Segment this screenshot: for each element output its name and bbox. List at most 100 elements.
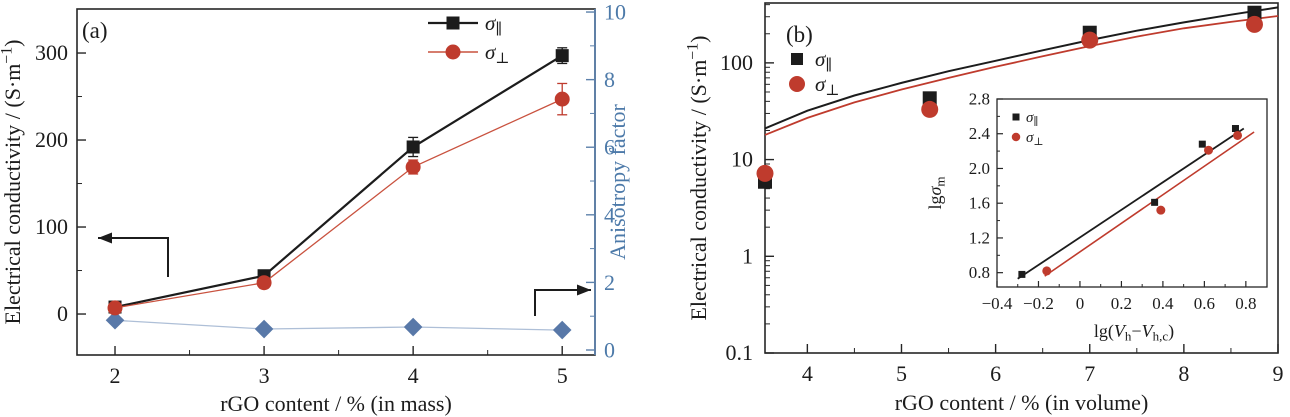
marker-diamond — [552, 320, 572, 340]
legend-item-sigma-parallel: σ∥ — [791, 47, 832, 74]
marker-circle — [1156, 205, 1166, 215]
y-tick-label: 2.8 — [969, 90, 990, 109]
y-right-tick-label: 6 — [604, 135, 615, 160]
x-tick-label: 7 — [1084, 361, 1095, 386]
legend-label: σ∥ — [815, 47, 832, 74]
marker-square — [1018, 270, 1026, 278]
x-tick-label: 5 — [896, 361, 907, 386]
y-tick-label: 0.8 — [969, 263, 990, 282]
legend-label: σ∥ — [485, 11, 502, 38]
legend-label: σ⊥ — [485, 40, 510, 67]
marker-square — [555, 49, 569, 63]
y-tick-label: 2.0 — [969, 159, 990, 178]
legend-marker — [445, 44, 461, 60]
left-axis-arrow — [98, 237, 169, 277]
x-tick-label: 2 — [110, 363, 121, 388]
y-right-tick-label: 8 — [604, 67, 615, 92]
marker-square — [406, 140, 420, 154]
right-axis-arrow-head — [577, 284, 591, 296]
legend-label: σ⊥ — [815, 72, 840, 99]
marker-circle — [256, 275, 272, 291]
x-tick-label: 0 — [1076, 294, 1085, 313]
y-left-tick-label: 0 — [57, 301, 68, 326]
marker-circle — [1204, 145, 1214, 155]
marker-circle — [1081, 31, 1099, 49]
y-tick-label: 1.6 — [969, 194, 990, 213]
marker-circle — [554, 91, 570, 107]
y-axis-label: Electrical conductivity / (S·m−1) — [685, 35, 711, 320]
series-sigma-perpendicular — [756, 15, 1263, 182]
legend-marker — [789, 76, 805, 92]
y-right-tick-label: 2 — [604, 270, 615, 295]
y-right-tick-label: 10 — [604, 0, 626, 25]
x-tick-label: 6 — [990, 361, 1001, 386]
x-tick-label: 9 — [1273, 361, 1284, 386]
legend-marker — [791, 53, 803, 65]
x-tick-label: 8 — [1178, 361, 1189, 386]
marker-circle — [921, 100, 939, 118]
marker-circle — [1245, 15, 1263, 33]
panel-b-inset: −0.4 −0.2 0 0.2 0.4 0.6 0.8 0.8 1.2 1.6 2.0 2.4 2.8 l… — [925, 90, 1271, 344]
marker-diamond — [105, 310, 125, 330]
legend-label: σ∥ — [1026, 110, 1038, 128]
series-line-sigma-perpendicular — [114, 98, 563, 309]
y-right-tick-label: 4 — [604, 202, 615, 227]
series-sigma-parallel — [1018, 125, 1239, 278]
series-line-anisotropy-factor — [114, 319, 563, 331]
y-right-tick-label: 0 — [604, 337, 615, 362]
x-axis-label: rGO content / % (in volume) — [895, 390, 1149, 415]
legend-item-sigma-perpendicular: σ⊥ — [428, 40, 510, 67]
series-line-sigma-parallel — [114, 54, 563, 309]
marker-circle — [1233, 130, 1243, 140]
x-axis-label: rGO content / % (in mass) — [220, 391, 452, 416]
x-tick-label: 5 — [557, 363, 568, 388]
fit-sigma-parallel-curve — [764, 6, 1279, 130]
y-tick-label: 2.4 — [969, 124, 991, 143]
marker-square — [1231, 125, 1239, 133]
y-tick-label: 100 — [720, 50, 753, 75]
y-tick-label: 10 — [731, 147, 753, 172]
x-tick-label: 0.8 — [1235, 294, 1256, 313]
fit-sigma-parallel — [764, 6, 1279, 130]
legend-marker — [446, 16, 460, 30]
plot-frame — [996, 98, 1268, 288]
legend-marker — [1011, 132, 1021, 142]
y-tick-label: 1.2 — [969, 228, 990, 247]
x-axis-label: lg(Vh−Vh,c) — [1094, 321, 1174, 344]
series-sigma-parallel — [108, 47, 569, 314]
x-tick-label: −0.4 — [982, 294, 1013, 313]
marker-diamond — [403, 317, 423, 337]
fit-sigma-perpendicular-curve — [764, 15, 1279, 136]
legend-marker — [1012, 113, 1020, 121]
x-tick-label: 4 — [408, 363, 419, 388]
fit-sigma-perpendicular-line — [1044, 131, 1255, 277]
marker-square — [1151, 198, 1159, 206]
x-tick-label: 0.4 — [1152, 294, 1174, 313]
fit-sigma-perpendicular — [1044, 131, 1255, 277]
marker-square — [1247, 5, 1262, 20]
legend-item-sigma-perpendicular: σ⊥ — [789, 72, 840, 99]
x-tick-label: −0.2 — [1023, 294, 1054, 313]
legend-item-sigma-parallel: σ∥ — [1012, 110, 1038, 128]
x-tick-label: 0.2 — [1111, 294, 1132, 313]
y-left-tick-label: 300 — [35, 40, 68, 65]
panel-a: 2 3 4 5 0 100 200 300 0 2 4 6 8 10 rGO content / % (in… — [0, 0, 630, 416]
y-axis-label: lgσm — [925, 176, 948, 209]
marker-circle — [756, 164, 774, 182]
y-tick-label: 0.1 — [726, 340, 754, 365]
x-tick-label: 0.6 — [1194, 294, 1215, 313]
y-tick-label: 1 — [742, 243, 753, 268]
series-anisotropy-factor — [105, 310, 572, 340]
legend-item-sigma-parallel: σ∥ — [428, 11, 502, 38]
x-tick-label: 3 — [259, 363, 270, 388]
panel-b: 4 5 6 7 8 9 0.1 1 10 100 rGO content / % (in volum… — [685, 2, 1284, 415]
y-left-tick-label: 100 — [35, 214, 68, 239]
panel-tag: (b) — [786, 22, 813, 47]
series-sigma-perpendicular — [1042, 130, 1243, 276]
y-left-tick-label: 200 — [35, 127, 68, 152]
marker-circle — [107, 300, 123, 316]
marker-circle — [405, 159, 421, 175]
legend-label: σ⊥ — [1026, 130, 1044, 148]
